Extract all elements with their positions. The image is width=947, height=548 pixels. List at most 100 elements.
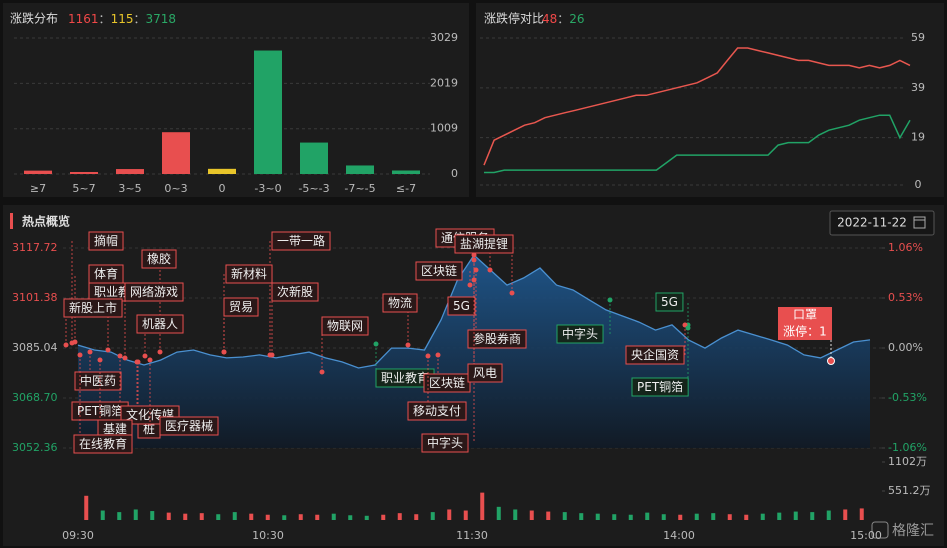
tag: 中字头 xyxy=(421,252,477,453)
volume-bar xyxy=(199,513,204,520)
volume-bar xyxy=(546,511,551,520)
tag: 物联网 xyxy=(319,316,369,375)
date-picker[interactable] xyxy=(829,210,935,236)
summary-value: 26 xyxy=(569,12,584,26)
y2-tick-label: -0.53% xyxy=(888,391,927,404)
y-tick-label: 3101.38 xyxy=(12,291,58,304)
tag-label: 中字头 xyxy=(427,435,463,450)
popup-title: 口罩 xyxy=(793,308,817,322)
volume-bar xyxy=(331,513,336,520)
volume-bar xyxy=(348,515,353,520)
volume-bar xyxy=(645,512,650,520)
popup-text: 涨停：1 xyxy=(783,324,827,339)
x-tick-label: 0~3 xyxy=(164,182,187,195)
bar xyxy=(208,168,236,174)
tag-label: 5G xyxy=(661,295,678,309)
volume-bar xyxy=(480,492,485,520)
calendar-icon[interactable] xyxy=(913,216,926,229)
volume-bar xyxy=(826,510,831,520)
y-tick-label: 1009 xyxy=(430,122,458,135)
tag-dot xyxy=(147,357,153,363)
tag-box xyxy=(88,231,124,251)
separator: ： xyxy=(133,12,145,26)
tag: 网络游戏 xyxy=(122,282,184,361)
tag: 橡胶 xyxy=(141,249,177,355)
tag-box xyxy=(415,261,463,281)
tag-label: 摘帽 xyxy=(94,233,118,248)
volume-bar xyxy=(496,506,501,520)
volume-tick-label: 551.2万 xyxy=(888,484,931,497)
volume-bar xyxy=(117,512,122,520)
tag-dot xyxy=(117,353,123,359)
y-tick-label: 3085.04 xyxy=(12,341,58,354)
tag-label: 网络游戏 xyxy=(130,284,178,299)
tag-dot xyxy=(509,290,515,296)
tag-label: 中字头 xyxy=(562,326,598,341)
title-marker xyxy=(10,213,13,229)
tag-dot xyxy=(405,342,411,348)
tag-dot xyxy=(685,325,691,331)
tag: 在线教育 xyxy=(73,352,133,454)
tag-box xyxy=(159,416,219,436)
popup xyxy=(778,307,832,340)
volume-bar xyxy=(232,512,237,520)
volume-bar xyxy=(463,510,468,520)
volume-bar xyxy=(265,514,270,520)
summary-value: 1161 xyxy=(68,12,99,26)
tag-box xyxy=(423,373,471,393)
bar xyxy=(300,142,328,174)
summary-value: 115 xyxy=(111,12,134,26)
tag-dot xyxy=(435,352,441,358)
volume-bar xyxy=(249,513,254,520)
tag-label: 风电 xyxy=(473,366,497,380)
tag-dot xyxy=(467,282,473,288)
summary: 48：26 xyxy=(542,12,585,26)
volume-bar xyxy=(727,514,732,520)
volume-bar xyxy=(166,512,171,520)
tag-dot xyxy=(471,252,477,258)
tag-box xyxy=(136,314,184,334)
tag-label: 一带一路 xyxy=(277,233,325,248)
tag-label: 桩 xyxy=(143,421,155,436)
popup-dot xyxy=(827,357,835,365)
volume-bar xyxy=(315,514,320,520)
x-tick-label: ≤-7 xyxy=(396,182,416,195)
y-tick-label: 3068.70 xyxy=(12,391,58,404)
volume-bar xyxy=(595,513,600,520)
bar xyxy=(162,132,190,174)
tag-label: 在线教育 xyxy=(79,436,127,451)
volume-bar xyxy=(282,515,287,520)
volume-bar xyxy=(430,512,435,520)
volume-bar xyxy=(579,513,584,520)
y2-tick-label: 0.53% xyxy=(888,291,923,304)
volume-bar xyxy=(859,508,864,520)
date[interactable]: 2022-11-22 xyxy=(837,216,907,230)
watermark: 格隆汇 xyxy=(892,523,934,539)
tag: 风电 xyxy=(467,257,503,383)
watermark-icon xyxy=(871,521,889,539)
volume-bar xyxy=(364,515,369,520)
tag: PET铜箔 xyxy=(631,325,691,397)
tag: 摘帽 xyxy=(69,231,124,346)
tag-box xyxy=(421,433,469,453)
tag-label: 物流 xyxy=(388,296,412,310)
tag: 新股上市 xyxy=(63,298,123,348)
tag-box xyxy=(407,401,467,421)
volume-bar xyxy=(397,513,402,520)
tag-box xyxy=(625,345,685,365)
tag: 移动支付 xyxy=(407,353,467,421)
tag-label: 区块链 xyxy=(429,375,465,390)
volume-bar xyxy=(150,511,155,520)
y-tick-label: 39 xyxy=(911,81,925,94)
bar xyxy=(346,165,374,174)
tag-box xyxy=(271,231,331,251)
panel-title: 涨跌停对比 xyxy=(484,11,544,26)
tag-label: 医疗器械 xyxy=(165,418,213,433)
tag-dot xyxy=(373,341,379,347)
volume-tick-label: 1102万 xyxy=(888,455,927,468)
tag-box xyxy=(556,324,604,344)
y-tick-label: 2019 xyxy=(430,76,458,89)
x-tick-label: 15:00 xyxy=(850,529,882,542)
tag-dot xyxy=(157,349,163,355)
